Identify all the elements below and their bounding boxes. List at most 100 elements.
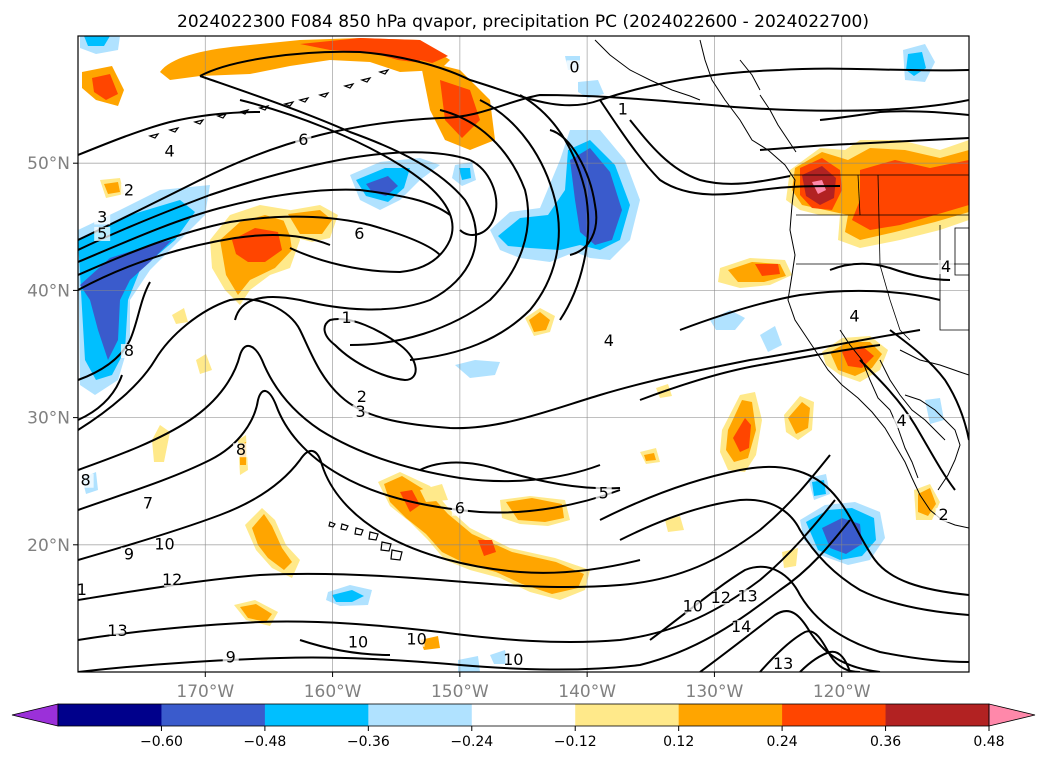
contour-label-bg (156, 537, 173, 552)
contour-label-bg (408, 632, 425, 647)
qvapor-contour (419, 461, 621, 490)
colorbar-tick-label: 0.36 (870, 734, 901, 750)
colorbar-tick-label: −0.60 (140, 734, 183, 750)
contour-label: 4 (849, 307, 859, 326)
qvapor-contour (889, 329, 969, 441)
qvapor-contour (699, 610, 881, 672)
precip-fill (842, 346, 874, 368)
contour-label: 10 (503, 650, 523, 669)
y-tick-label: 50°N (27, 154, 70, 174)
precip-fill (458, 656, 480, 672)
border-line (879, 264, 911, 341)
qvapor-contour (78, 345, 601, 483)
colorbar-extend-max (988, 703, 1036, 727)
x-tick-label: 120°W (813, 682, 871, 702)
qvapor-contour (819, 110, 969, 121)
contour-label-bg (935, 508, 952, 523)
contour-label-bg (109, 623, 126, 638)
coastline-segment (699, 39, 969, 529)
contour-label: 2 (938, 505, 948, 524)
contour-label-bg (893, 413, 910, 428)
precip-fill (760, 326, 782, 352)
contour-label-bg (614, 102, 631, 117)
qvapor-contour (323, 318, 417, 382)
precip-fill (420, 636, 440, 650)
contour-label-bg (120, 183, 137, 198)
qvapor-contour (459, 159, 498, 236)
contour-label: 2 (357, 387, 367, 406)
map-frame (77, 35, 970, 673)
colorbar-tick-label: −0.48 (243, 734, 286, 750)
contour-label: 4 (896, 411, 906, 430)
precip-fill (332, 590, 364, 602)
contour-label: 4 (941, 257, 951, 276)
qvapor-contour (78, 454, 831, 601)
contour-label-bg (566, 60, 583, 75)
y-axis-ticks: 20°N 30°N 40°N 50°N (27, 154, 78, 556)
island-outline (318, 92, 330, 98)
contour-label: 9 (226, 648, 236, 667)
contour-label: 4 (604, 331, 614, 350)
precip-fill (478, 540, 496, 556)
contour-label: 12 (162, 570, 182, 589)
contour-label-bg (120, 547, 137, 562)
contour-label: 5 (97, 224, 107, 243)
coastline-segment (879, 359, 946, 441)
contour-label: 3 (97, 207, 107, 226)
qvapor-contour (78, 93, 969, 241)
qvapor-contour (78, 390, 621, 514)
contour-label: 1 (77, 580, 87, 599)
coastline-segment (904, 394, 961, 491)
precip-fill (172, 308, 188, 324)
precip-fill (240, 604, 272, 622)
colorbar-segment (264, 704, 369, 726)
contour-label-bg (94, 210, 111, 225)
qvapor-contour (78, 298, 921, 431)
contour-label-bg (600, 333, 617, 348)
contour-label-bg (775, 656, 792, 671)
qvapor-contour (829, 262, 951, 281)
precip-fill (455, 360, 500, 378)
qvapor-contour (78, 188, 451, 263)
contour-label-bg (351, 226, 368, 241)
qvapor-contour (299, 639, 391, 656)
colorbar: −0.60 −0.48 −0.36 −0.24 −0.12 0.12 0.24 0.36 0.4… (11, 703, 1036, 750)
island-outline (216, 113, 228, 119)
island-outline (340, 523, 349, 531)
coastline-segment (759, 94, 797, 153)
qvapor-contour (78, 111, 261, 156)
qvapor-contour (78, 151, 471, 251)
precip-fill (490, 650, 508, 664)
colorbar-tick-label: 0.48 (973, 734, 1004, 750)
x-tick-label: 130°W (686, 682, 744, 702)
qvapor-contour (799, 650, 851, 672)
contour-label-bg (94, 226, 111, 241)
precip-fill (80, 240, 172, 360)
precip-fill (84, 36, 110, 46)
coastline-segment (839, 329, 919, 479)
island-outline (378, 69, 390, 75)
qvapor-contour (78, 450, 641, 574)
contour-label-bg (451, 501, 468, 516)
y-tick-label: 30°N (27, 409, 70, 429)
contour-label: 8 (236, 440, 246, 459)
island-outline (168, 127, 180, 133)
colorbar-segment (471, 704, 576, 726)
island-outline (148, 133, 160, 139)
qvapor-contours (78, 50, 969, 672)
qvapor-contour (78, 233, 331, 291)
contour-label: 13 (773, 654, 793, 673)
precip-fill (252, 514, 292, 570)
contour-label: 8 (81, 471, 91, 490)
colorbar-tick-label: −0.36 (347, 734, 390, 750)
precip-fill (665, 516, 684, 532)
contour-label-bg (338, 310, 355, 325)
qvapor-contour (679, 289, 941, 331)
precip-fill (812, 480, 826, 496)
colorbar-extend-min (11, 703, 59, 727)
precip-fill (644, 453, 656, 461)
colorbar-segment (782, 704, 887, 726)
contour-label: 10 (683, 597, 703, 616)
